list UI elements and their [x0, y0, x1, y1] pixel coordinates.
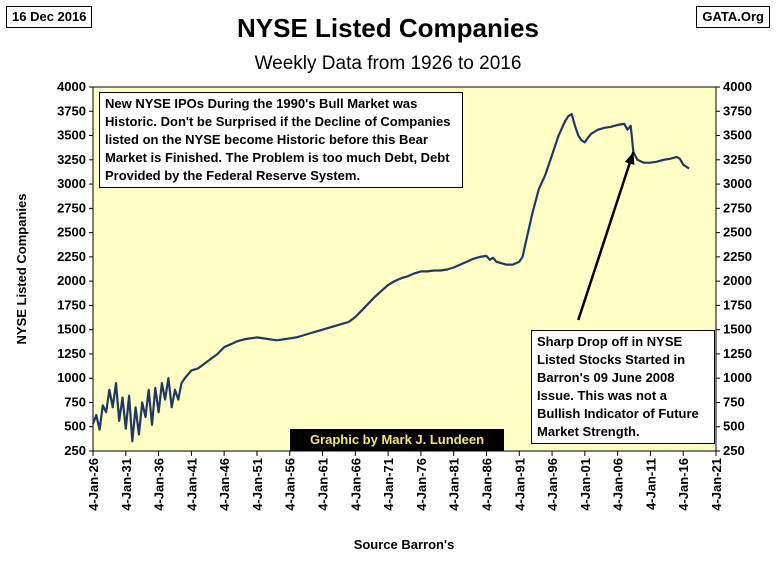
y-tick-label-right: 750 — [723, 394, 745, 409]
y-tick-label-left: 750 — [64, 394, 86, 409]
x-tick-label: 4-Jan-56 — [283, 458, 298, 511]
annotation-right: Sharp Drop off in NYSE Listed Stocks Sta… — [531, 330, 715, 444]
y-tick-label-right: 1750 — [723, 297, 752, 312]
y-axis-label: NYSE Listed Companies — [14, 194, 29, 345]
x-tick-label: 4-Jan-96 — [545, 458, 560, 511]
y-tick-label-left: 3000 — [57, 176, 86, 191]
y-tick-label-right: 2250 — [723, 249, 752, 264]
y-tick-label-left: 4000 — [57, 79, 86, 94]
x-tick-label: 4-Jan-71 — [381, 458, 396, 511]
y-tick-label-right: 3000 — [723, 176, 752, 191]
y-tick-label-left: 3500 — [57, 128, 86, 143]
series-line — [91, 113, 690, 443]
x-tick-label: 4-Jan-91 — [512, 458, 527, 511]
x-tick-label: 4-Jan-86 — [479, 458, 494, 511]
y-tick-label-left: 2250 — [57, 249, 86, 264]
x-tick-label: 4-Jan-16 — [676, 458, 691, 511]
credit-label: Graphic by Mark J. Lundeen — [290, 429, 504, 451]
y-tick-label-left: 1750 — [57, 297, 86, 312]
y-tick-label-right: 1500 — [723, 322, 752, 337]
source-label: GATA.Org — [696, 6, 770, 28]
annotation-top: New NYSE IPOs During the 1990's Bull Mar… — [99, 92, 463, 188]
y-tick-label-left: 1000 — [57, 370, 86, 385]
y-tick-label-right: 500 — [723, 419, 745, 434]
x-tick-label: 4-Jan-41 — [184, 458, 199, 511]
y-tick-label-left: 2000 — [57, 273, 86, 288]
y-tick-label-left: 250 — [64, 443, 86, 458]
y-tick-label-right: 2500 — [723, 225, 752, 240]
y-tick-label-right: 3750 — [723, 103, 752, 118]
x-tick-label: 4-Jan-81 — [447, 458, 462, 511]
y-tick-label-left: 1500 — [57, 322, 86, 337]
x-tick-label: 4-Jan-51 — [250, 458, 265, 511]
x-tick-label: 4-Jan-66 — [348, 458, 363, 511]
x-tick-label: 4-Jan-31 — [119, 458, 134, 511]
y-tick-label-left: 3250 — [57, 152, 86, 167]
y-tick-label-right: 4000 — [723, 79, 752, 94]
y-tick-label-left: 500 — [64, 419, 86, 434]
chart-title: NYSE Listed Companies — [237, 13, 539, 43]
plot-border — [92, 86, 717, 452]
x-tick-label: 4-Jan-46 — [217, 458, 232, 511]
chart-subtitle: Weekly Data from 1926 to 2016 — [254, 53, 522, 74]
y-tick-label-left: 1250 — [57, 346, 86, 361]
y-tick-label-right: 250 — [723, 443, 745, 458]
y-tick-label-right: 2000 — [723, 273, 752, 288]
y-tick-label-right: 2750 — [723, 200, 752, 215]
x-tick-label: 4-Jan-61 — [316, 458, 331, 511]
y-tick-label-left: 2750 — [57, 200, 86, 215]
x-tick-label: 4-Jan-21 — [709, 458, 724, 511]
x-tick-label: 4-Jan-26 — [86, 458, 101, 511]
x-tick-label: 4-Jan-06 — [611, 458, 626, 511]
y-tick-label-right: 3500 — [723, 128, 752, 143]
arrow-shaft — [577, 151, 635, 321]
y-tick-label-left: 3750 — [57, 103, 86, 118]
x-axis-label: Source Barron's — [354, 537, 455, 552]
date-label: 16 Dec 2016 — [6, 6, 93, 28]
x-tick-label: 4-Jan-11 — [643, 458, 658, 510]
arrow-head — [624, 152, 635, 165]
y-tick-label-right: 3250 — [723, 152, 752, 167]
axes: 250 250 500 500 750 750 1000 1000 1250 1250 1500 15… — [57, 79, 752, 511]
x-tick-label: 4-Jan-76 — [414, 458, 429, 511]
y-tick-label-left: 2500 — [57, 225, 86, 240]
y-tick-label-right: 1250 — [723, 346, 752, 361]
y-tick-label-right: 1000 — [723, 370, 752, 385]
annotation-arrow — [577, 151, 635, 321]
x-tick-label: 4-Jan-01 — [578, 458, 593, 511]
x-tick-label: 4-Jan-36 — [152, 458, 167, 511]
